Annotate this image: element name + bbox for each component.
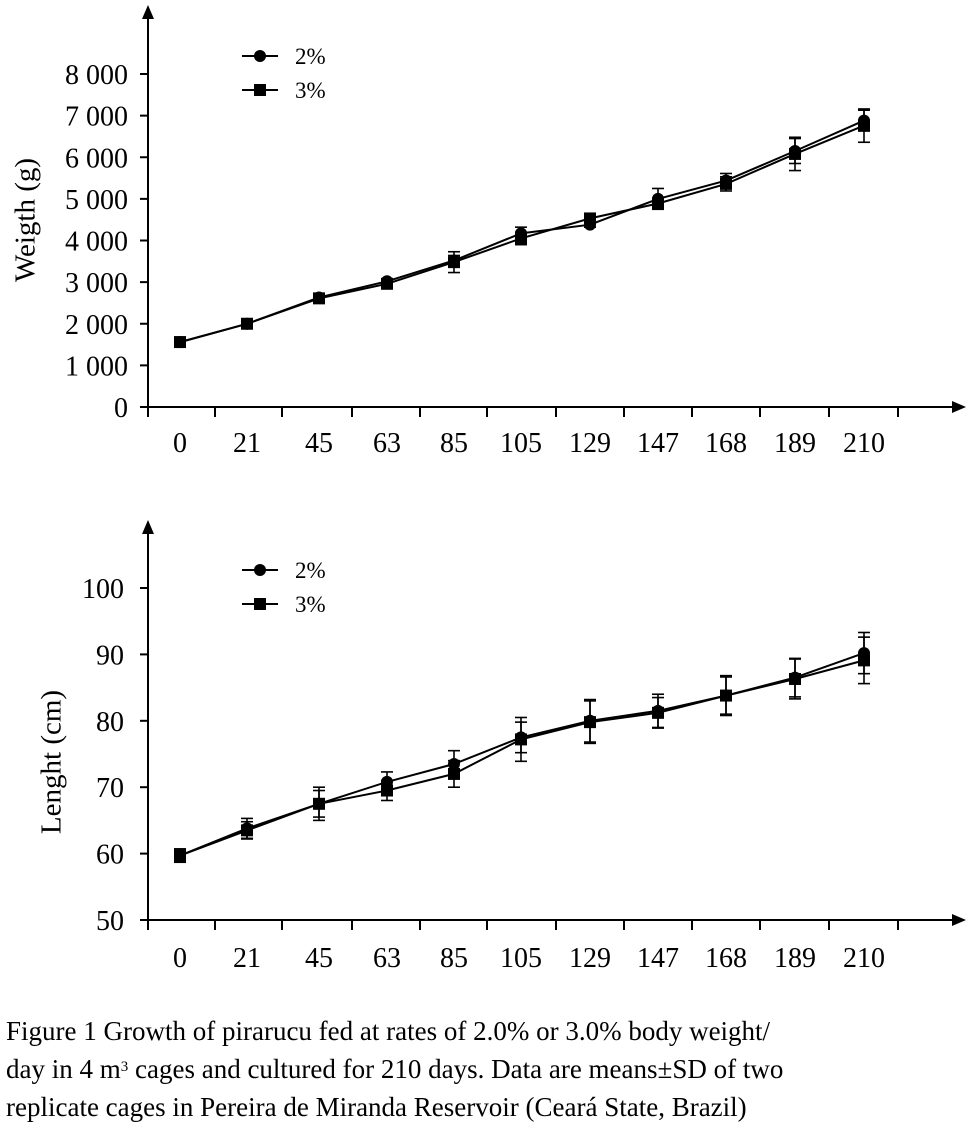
data-point-square <box>515 733 527 746</box>
y-tick-label: 70 <box>96 773 124 804</box>
x-tick-label: 210 <box>843 943 885 974</box>
y-tick-label: 1 000 <box>65 351 128 382</box>
data-point-square <box>584 716 596 729</box>
legend-marker-square <box>254 598 266 610</box>
legend-label: 3% <box>295 592 326 617</box>
x-tick-label: 0 <box>173 428 187 459</box>
caption-line-2: day in 4 m3 cages and cultured for 210 d… <box>6 1050 968 1088</box>
chart-1: 0 1 000 2 000 3 000 4 000 5 000 6 000 7 000 8 00… <box>10 5 966 459</box>
x-tick-label: 129 <box>569 428 611 459</box>
legend-marker-circle <box>254 564 266 576</box>
data-point-square <box>652 197 664 210</box>
figure-charts: 0 1 000 2 000 3 000 4 000 5 000 6 000 7 000 8 00… <box>10 5 966 974</box>
x-tick-label: 147 <box>637 943 679 974</box>
data-point-square <box>584 212 596 225</box>
y-tick-label: 90 <box>96 640 124 671</box>
x-tick-label: 45 <box>305 943 333 974</box>
x-tick-label: 85 <box>440 428 468 459</box>
y-tick-label: 6 000 <box>65 143 128 174</box>
legend: 2%3% <box>242 44 326 103</box>
legend: 2%3% <box>242 558 326 617</box>
data-point-square <box>241 317 253 330</box>
x-tick-label: 129 <box>569 943 611 974</box>
data-point-square <box>720 177 732 190</box>
figure-caption: Figure 1 Growth of pirarucu fed at rates… <box>6 1012 968 1126</box>
data-point-square <box>720 689 732 702</box>
x-tick-label: 21 <box>233 943 261 974</box>
data-point-square <box>858 654 870 667</box>
caption-line-1: Figure 1 Growth of pirarucu fed at rates… <box>6 1016 771 1046</box>
x-tick-label: 147 <box>637 428 679 459</box>
y-axis-arrow <box>142 520 154 534</box>
x-tick-label: 105 <box>500 428 542 459</box>
data-point-square <box>448 256 460 269</box>
data-point-square <box>174 849 186 862</box>
legend-label: 2% <box>295 44 326 69</box>
y-tick-label: 5 000 <box>65 185 128 216</box>
legend-label: 2% <box>295 558 326 583</box>
data-point-square <box>381 277 393 290</box>
data-point-square <box>313 292 325 305</box>
series-line <box>179 659 865 857</box>
y-tick-label: 4 000 <box>65 227 128 258</box>
data-point-square <box>652 706 664 719</box>
x-tick-label: 21 <box>233 428 261 459</box>
series-square <box>174 636 870 864</box>
data-point-square <box>381 784 393 797</box>
y-tick-label: 50 <box>96 906 124 937</box>
caption-superscript: 3 <box>120 1059 129 1075</box>
series-square <box>174 108 870 349</box>
caption-line-2-start: day in 4 m <box>6 1054 121 1084</box>
series-circle <box>174 631 870 864</box>
series-line <box>179 652 865 857</box>
y-tick-label: 8 000 <box>65 60 128 91</box>
caption-line-2-end: cages and cultured for 210 days. Data ar… <box>128 1054 784 1084</box>
x-tick-label: 85 <box>440 943 468 974</box>
x-tick-label: 0 <box>173 943 187 974</box>
data-point-square <box>241 824 253 837</box>
data-point-square <box>858 119 870 132</box>
y-tick-label: 2 000 <box>65 310 128 341</box>
y-axis-label: Lenght (cm) <box>36 690 68 834</box>
x-tick-label: 105 <box>500 943 542 974</box>
x-tick-label: 189 <box>774 428 816 459</box>
x-tick-label: 210 <box>843 428 885 459</box>
chart-2: 50 60 70 80 90 100 0 21 45 63 85 105 129 147 168 189 210… <box>36 520 966 974</box>
y-tick-label: 7 000 <box>65 102 128 133</box>
y-axis-arrow <box>142 5 154 19</box>
x-axis-arrow <box>952 401 966 413</box>
data-point-square <box>789 147 801 160</box>
data-point-square <box>789 672 801 685</box>
x-tick-label: 45 <box>305 428 333 459</box>
x-tick-label: 168 <box>705 943 747 974</box>
y-tick-label: 80 <box>96 707 124 738</box>
legend-marker-square <box>254 84 266 96</box>
x-tick-label: 168 <box>705 428 747 459</box>
x-tick-label: 63 <box>373 428 401 459</box>
x-tick-label: 189 <box>774 943 816 974</box>
y-tick-label: 60 <box>96 840 124 871</box>
legend-marker-circle <box>254 50 266 62</box>
legend-label: 3% <box>295 78 326 103</box>
y-axis-label: Weigth (g) <box>10 158 42 282</box>
y-tick-label: 100 <box>82 574 124 605</box>
x-tick-label: 63 <box>373 943 401 974</box>
y-tick-label: 0 <box>114 393 128 424</box>
y-tick-label: 3 000 <box>65 268 128 299</box>
data-point-square <box>448 767 460 780</box>
data-point-square <box>515 232 527 245</box>
data-point-square <box>174 336 186 349</box>
x-axis-arrow <box>952 914 966 926</box>
caption-line-3: replicate cages in Pereira de Miranda Re… <box>6 1092 747 1122</box>
data-point-square <box>313 797 325 810</box>
